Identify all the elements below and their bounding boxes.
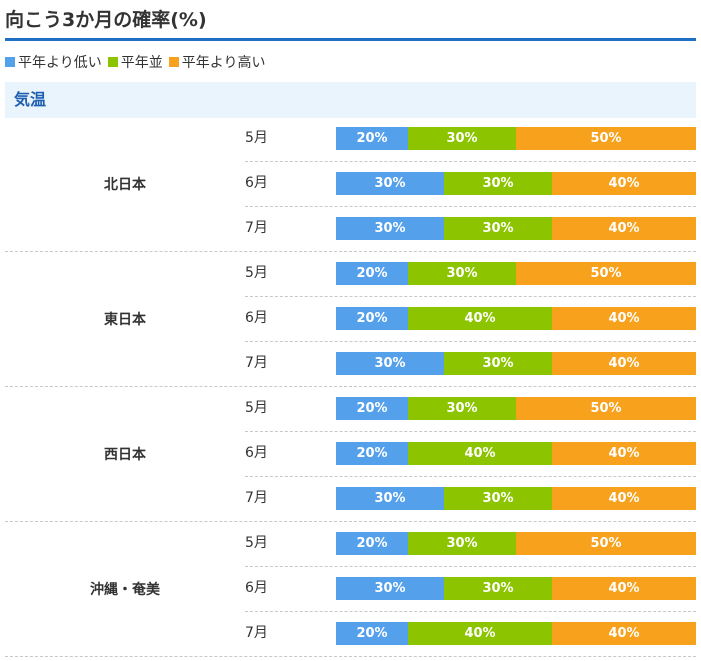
month-row: 6月 20% 40% 40% (245, 297, 696, 342)
month-row: 5月 20% 30% 50% (245, 522, 696, 567)
region-name: 沖縄・奄美 (90, 582, 160, 598)
bar-segment-normal: 30% (408, 397, 516, 420)
bar-segment-high: 40% (552, 307, 696, 330)
legend: 平年より低い 平年並 平年より高い (5, 52, 271, 72)
bar-segment-high: 40% (552, 172, 696, 195)
legend-swatch-low (5, 57, 15, 67)
bar-segment-low: 30% (336, 172, 444, 195)
month-label: 5月 (245, 265, 268, 281)
bar-segment-high: 50% (516, 127, 696, 150)
bar-segment-high: 40% (552, 442, 696, 465)
probability-bar: 20% 40% 40% (336, 442, 696, 465)
bar-segment-high: 40% (552, 487, 696, 510)
probability-bar: 20% 40% 40% (336, 307, 696, 330)
bar-segment-normal: 30% (444, 172, 552, 195)
legend-label-low: 平年より低い (18, 55, 102, 71)
month-row: 7月 30% 30% 40% (245, 342, 696, 387)
region-name: 西日本 (104, 447, 146, 463)
bar-segment-low: 20% (336, 442, 408, 465)
probability-bar: 20% 30% 50% (336, 532, 696, 555)
month-label: 6月 (245, 175, 268, 191)
probability-bar: 20% 30% 50% (336, 397, 696, 420)
month-row: 7月 30% 30% 40% (245, 207, 696, 252)
month-label: 6月 (245, 580, 268, 596)
bar-segment-normal: 30% (408, 262, 516, 285)
bar-segment-low: 20% (336, 532, 408, 555)
region-name: 北日本 (104, 177, 146, 193)
probability-bar: 30% 30% 40% (336, 217, 696, 240)
month-row: 7月 30% 30% 40% (245, 477, 696, 522)
bar-segment-normal: 30% (444, 577, 552, 600)
legend-label-normal: 平年並 (120, 55, 163, 71)
month-row: 6月 30% 30% 40% (245, 567, 696, 612)
bar-segment-low: 20% (336, 262, 408, 285)
region-name: 東日本 (104, 312, 146, 328)
month-label: 6月 (245, 310, 268, 326)
bar-segment-high: 40% (552, 577, 696, 600)
page-title: 向こう3か月の確率(%) (5, 9, 207, 31)
bar-segment-normal: 30% (444, 352, 552, 375)
month-row: 7月 20% 40% 40% (245, 612, 696, 657)
bar-segment-low: 30% (336, 487, 444, 510)
month-label: 5月 (245, 130, 268, 146)
bar-segment-low: 20% (336, 397, 408, 420)
month-label: 6月 (245, 445, 268, 461)
region-block: 西日本 5月 20% 30% 50% 6月 20% 40% 40% 7月 30% 30% 40% (5, 387, 696, 522)
probability-bar: 30% 30% 40% (336, 352, 696, 375)
month-label: 7月 (245, 355, 268, 371)
bar-segment-high: 40% (552, 352, 696, 375)
bar-segment-normal: 40% (408, 307, 552, 330)
bar-segment-normal: 30% (408, 127, 516, 150)
bar-segment-high: 50% (516, 397, 696, 420)
month-label: 7月 (245, 490, 268, 506)
region-block: 沖縄・奄美 5月 20% 30% 50% 6月 30% 30% 40% 7月 20% 40% 40% (5, 522, 696, 657)
month-label: 5月 (245, 400, 268, 416)
title-underline (5, 38, 696, 41)
bar-segment-low: 20% (336, 307, 408, 330)
probability-bar: 30% 30% 40% (336, 172, 696, 195)
legend-item-high: 平年より高い (168, 52, 266, 72)
bar-segment-normal: 30% (444, 217, 552, 240)
probability-bar: 20% 30% 50% (336, 262, 696, 285)
month-label: 7月 (245, 220, 268, 236)
bar-segment-high: 40% (552, 217, 696, 240)
legend-item-normal: 平年並 (107, 52, 163, 72)
section-header-temperature: 気温 (5, 82, 696, 118)
region-block: 北日本 5月 20% 30% 50% 6月 30% 30% 40% 7月 30% 30% 40% (5, 117, 696, 252)
bar-segment-normal: 30% (444, 487, 552, 510)
month-label: 5月 (245, 535, 268, 551)
bar-segment-normal: 40% (408, 622, 552, 645)
month-label: 7月 (245, 625, 268, 641)
bar-segment-normal: 40% (408, 442, 552, 465)
month-row: 5月 20% 30% 50% (245, 252, 696, 297)
region-block: 東日本 5月 20% 30% 50% 6月 20% 40% 40% 7月 30% 30% 40% (5, 252, 696, 387)
probability-bar: 30% 30% 40% (336, 487, 696, 510)
bar-segment-high: 50% (516, 532, 696, 555)
legend-swatch-high (168, 57, 179, 67)
bar-segment-low: 30% (336, 352, 444, 375)
bar-segment-low: 20% (336, 622, 408, 645)
month-row: 5月 20% 30% 50% (245, 117, 696, 162)
bar-segment-low: 20% (336, 127, 408, 150)
month-row: 6月 30% 30% 40% (245, 162, 696, 207)
bar-segment-low: 30% (336, 577, 444, 600)
probability-bar: 20% 40% 40% (336, 622, 696, 645)
bar-segment-high: 40% (552, 622, 696, 645)
bar-segment-normal: 30% (408, 532, 516, 555)
legend-item-low: 平年より低い (5, 52, 102, 72)
legend-label-high: 平年より高い (181, 55, 266, 71)
legend-swatch-normal (107, 57, 118, 67)
probability-bar: 20% 30% 50% (336, 127, 696, 150)
month-row: 6月 20% 40% 40% (245, 432, 696, 477)
bar-segment-low: 30% (336, 217, 444, 240)
bar-segment-high: 50% (516, 262, 696, 285)
month-row: 5月 20% 30% 50% (245, 387, 696, 432)
probability-bar: 30% 30% 40% (336, 577, 696, 600)
